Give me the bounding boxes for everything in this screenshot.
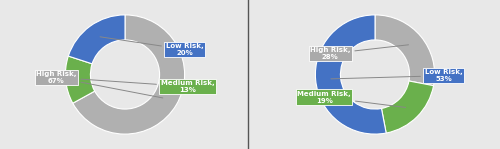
Text: Low Risk,
53%: Low Risk, 53% xyxy=(331,69,462,82)
Text: High Risk,
28%: High Risk, 28% xyxy=(310,45,408,60)
Wedge shape xyxy=(73,15,184,134)
Wedge shape xyxy=(68,15,125,64)
Wedge shape xyxy=(316,15,386,134)
Text: Medium Risk,
19%: Medium Risk, 19% xyxy=(298,91,406,107)
Wedge shape xyxy=(375,15,434,86)
Wedge shape xyxy=(66,56,94,103)
Text: Low Risk,
20%: Low Risk, 20% xyxy=(100,37,204,56)
Text: Medium Risk,
13%: Medium Risk, 13% xyxy=(81,79,214,93)
Text: High Risk,
67%: High Risk, 67% xyxy=(36,71,163,98)
Wedge shape xyxy=(382,81,434,133)
